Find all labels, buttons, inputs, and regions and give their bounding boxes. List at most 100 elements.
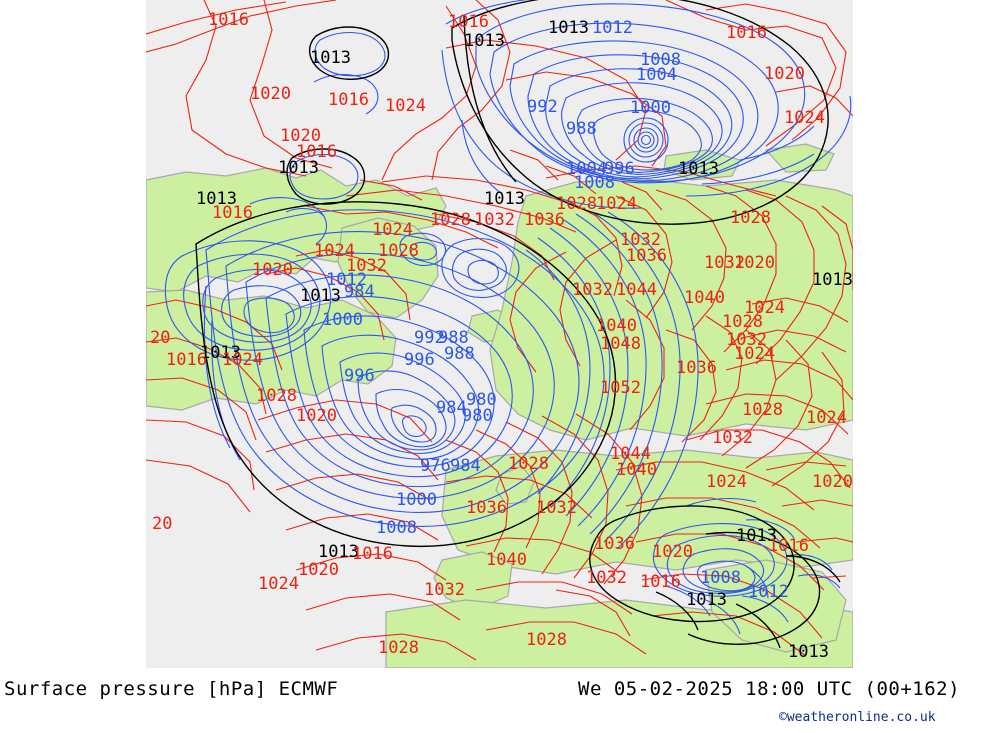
- contour-label: 996: [404, 350, 435, 370]
- contour-label: 1040: [596, 316, 637, 336]
- contour-label: 1016: [208, 10, 249, 30]
- valid-time-label: We 05-02-2025 18:00 UTC (00+162): [578, 678, 961, 700]
- contour-label: 1016: [768, 536, 809, 556]
- isobar-1013: [195, 0, 841, 649]
- contour-label: 1013: [310, 48, 351, 68]
- contour-label: 1016: [296, 142, 337, 162]
- contour-label: 1028: [526, 630, 567, 650]
- contour-label: 1048: [600, 334, 641, 354]
- contour-label: 1016: [448, 12, 489, 32]
- contour-label: 980: [466, 390, 497, 410]
- contour-label: 1020: [734, 253, 775, 273]
- land-greenland: [337, 217, 439, 319]
- contour-label: 1013: [736, 526, 777, 546]
- contour-label: 1044: [616, 280, 657, 300]
- contour-label: 1013: [686, 590, 727, 610]
- contour-label: 1013: [278, 158, 319, 178]
- contour-label: 1040: [486, 550, 527, 570]
- contour-label: 1044: [610, 444, 651, 464]
- contour-label: 1028: [508, 454, 549, 474]
- contour-label: 996: [344, 366, 375, 386]
- contour-label: 984: [436, 398, 467, 418]
- contour-label: 988: [566, 119, 597, 139]
- weather-map: 1016 1016 1013 1012 1016 1013 1013 1008 1004 1020…: [146, 0, 853, 668]
- contour-label: 984: [450, 456, 481, 476]
- contour-label: 1013: [318, 542, 359, 562]
- contour-label: 1020: [250, 84, 291, 104]
- land-novaya-zemlya: [764, 143, 835, 173]
- land-british-isles: [495, 465, 535, 505]
- contour-label: 1020: [812, 472, 853, 492]
- contour-label: 1008: [574, 173, 615, 193]
- contour-label: 1016: [212, 203, 253, 223]
- contour-label: 1020: [298, 560, 339, 580]
- contour-label: 1013: [548, 18, 589, 38]
- contour-label: 1036: [594, 534, 635, 554]
- contour-label: 992: [414, 328, 445, 348]
- contour-label: 1016: [726, 23, 767, 43]
- contour-label: 1024: [385, 96, 426, 116]
- page-title: Surface pressure [hPa] ECMWF: [4, 678, 339, 700]
- contour-label: 1024: [258, 574, 299, 594]
- contour-label: 1024: [784, 108, 825, 128]
- contour-label: 1008: [700, 568, 741, 588]
- contour-label: 1032: [424, 580, 465, 600]
- contour-label: 1028: [730, 208, 771, 228]
- contour-label: 1000: [396, 490, 437, 510]
- contour-label: 1024: [222, 350, 263, 370]
- contour-label: 1036: [626, 246, 667, 266]
- contour-label: 1020: [296, 406, 337, 426]
- contour-label: 1028: [556, 194, 597, 214]
- contour-label: 1032: [620, 230, 661, 250]
- contour-label: 1032: [704, 253, 745, 273]
- contour-label: 20: [152, 514, 173, 534]
- contour-label: 1032: [536, 498, 577, 518]
- copyright-notice: ©weatheronline.co.uk: [779, 710, 936, 725]
- contour-label: 1013: [678, 159, 719, 179]
- contour-label: 1032: [712, 428, 753, 448]
- contour-label: 20: [150, 328, 171, 348]
- contour-label: 1012: [326, 270, 367, 290]
- contour-label: 1004: [636, 65, 677, 85]
- contour-label: 1020: [652, 542, 693, 562]
- contour-label: 1028: [742, 400, 783, 420]
- contour-label: 1013: [196, 189, 237, 209]
- contour-label: 1036: [524, 210, 565, 230]
- contour-label: 1000: [322, 310, 363, 330]
- contour-label: 1020: [252, 260, 293, 280]
- contour-label: 1036: [466, 498, 507, 518]
- contour-label: 1013: [484, 189, 525, 209]
- contour-label: 1024: [596, 194, 637, 214]
- pressure-contour-map: [146, 0, 853, 668]
- contour-label: 1016: [166, 350, 207, 370]
- contour-label: 988: [438, 328, 469, 348]
- contour-label: 1000: [630, 98, 671, 118]
- contour-label: 1024: [314, 241, 355, 261]
- contour-label: 980: [462, 406, 493, 426]
- contour-label: 1024: [372, 220, 413, 240]
- contour-label: 1024: [806, 408, 847, 428]
- contour-label: 1036: [676, 358, 717, 378]
- contour-label: 1028: [722, 312, 763, 332]
- contour-label: 1013: [200, 343, 241, 363]
- contour-label: 1008: [640, 50, 681, 70]
- high-pressure-contours: [146, 0, 853, 661]
- contour-label: 1024: [744, 298, 785, 318]
- contour-label: 1024: [706, 472, 747, 492]
- contour-label: 1008: [376, 518, 417, 538]
- contour-label: 1028: [378, 241, 419, 261]
- contour-label: 1032: [726, 330, 767, 350]
- land-arabia: [705, 559, 847, 653]
- contour-label: 988: [444, 344, 475, 364]
- contour-label: 1013: [300, 286, 341, 306]
- contour-label: 1012: [592, 18, 633, 38]
- contour-label: 1020: [764, 64, 805, 84]
- contour-label: 1016: [352, 544, 393, 564]
- contour-label: 1032: [572, 280, 613, 300]
- contour-label: 1016: [328, 90, 369, 110]
- contour-label: 1052: [600, 378, 641, 398]
- low-pressure-contours: [164, 0, 852, 635]
- land-north-america: [146, 167, 447, 293]
- contour-label: 1012: [748, 582, 789, 602]
- contour-label: 1040: [616, 460, 657, 480]
